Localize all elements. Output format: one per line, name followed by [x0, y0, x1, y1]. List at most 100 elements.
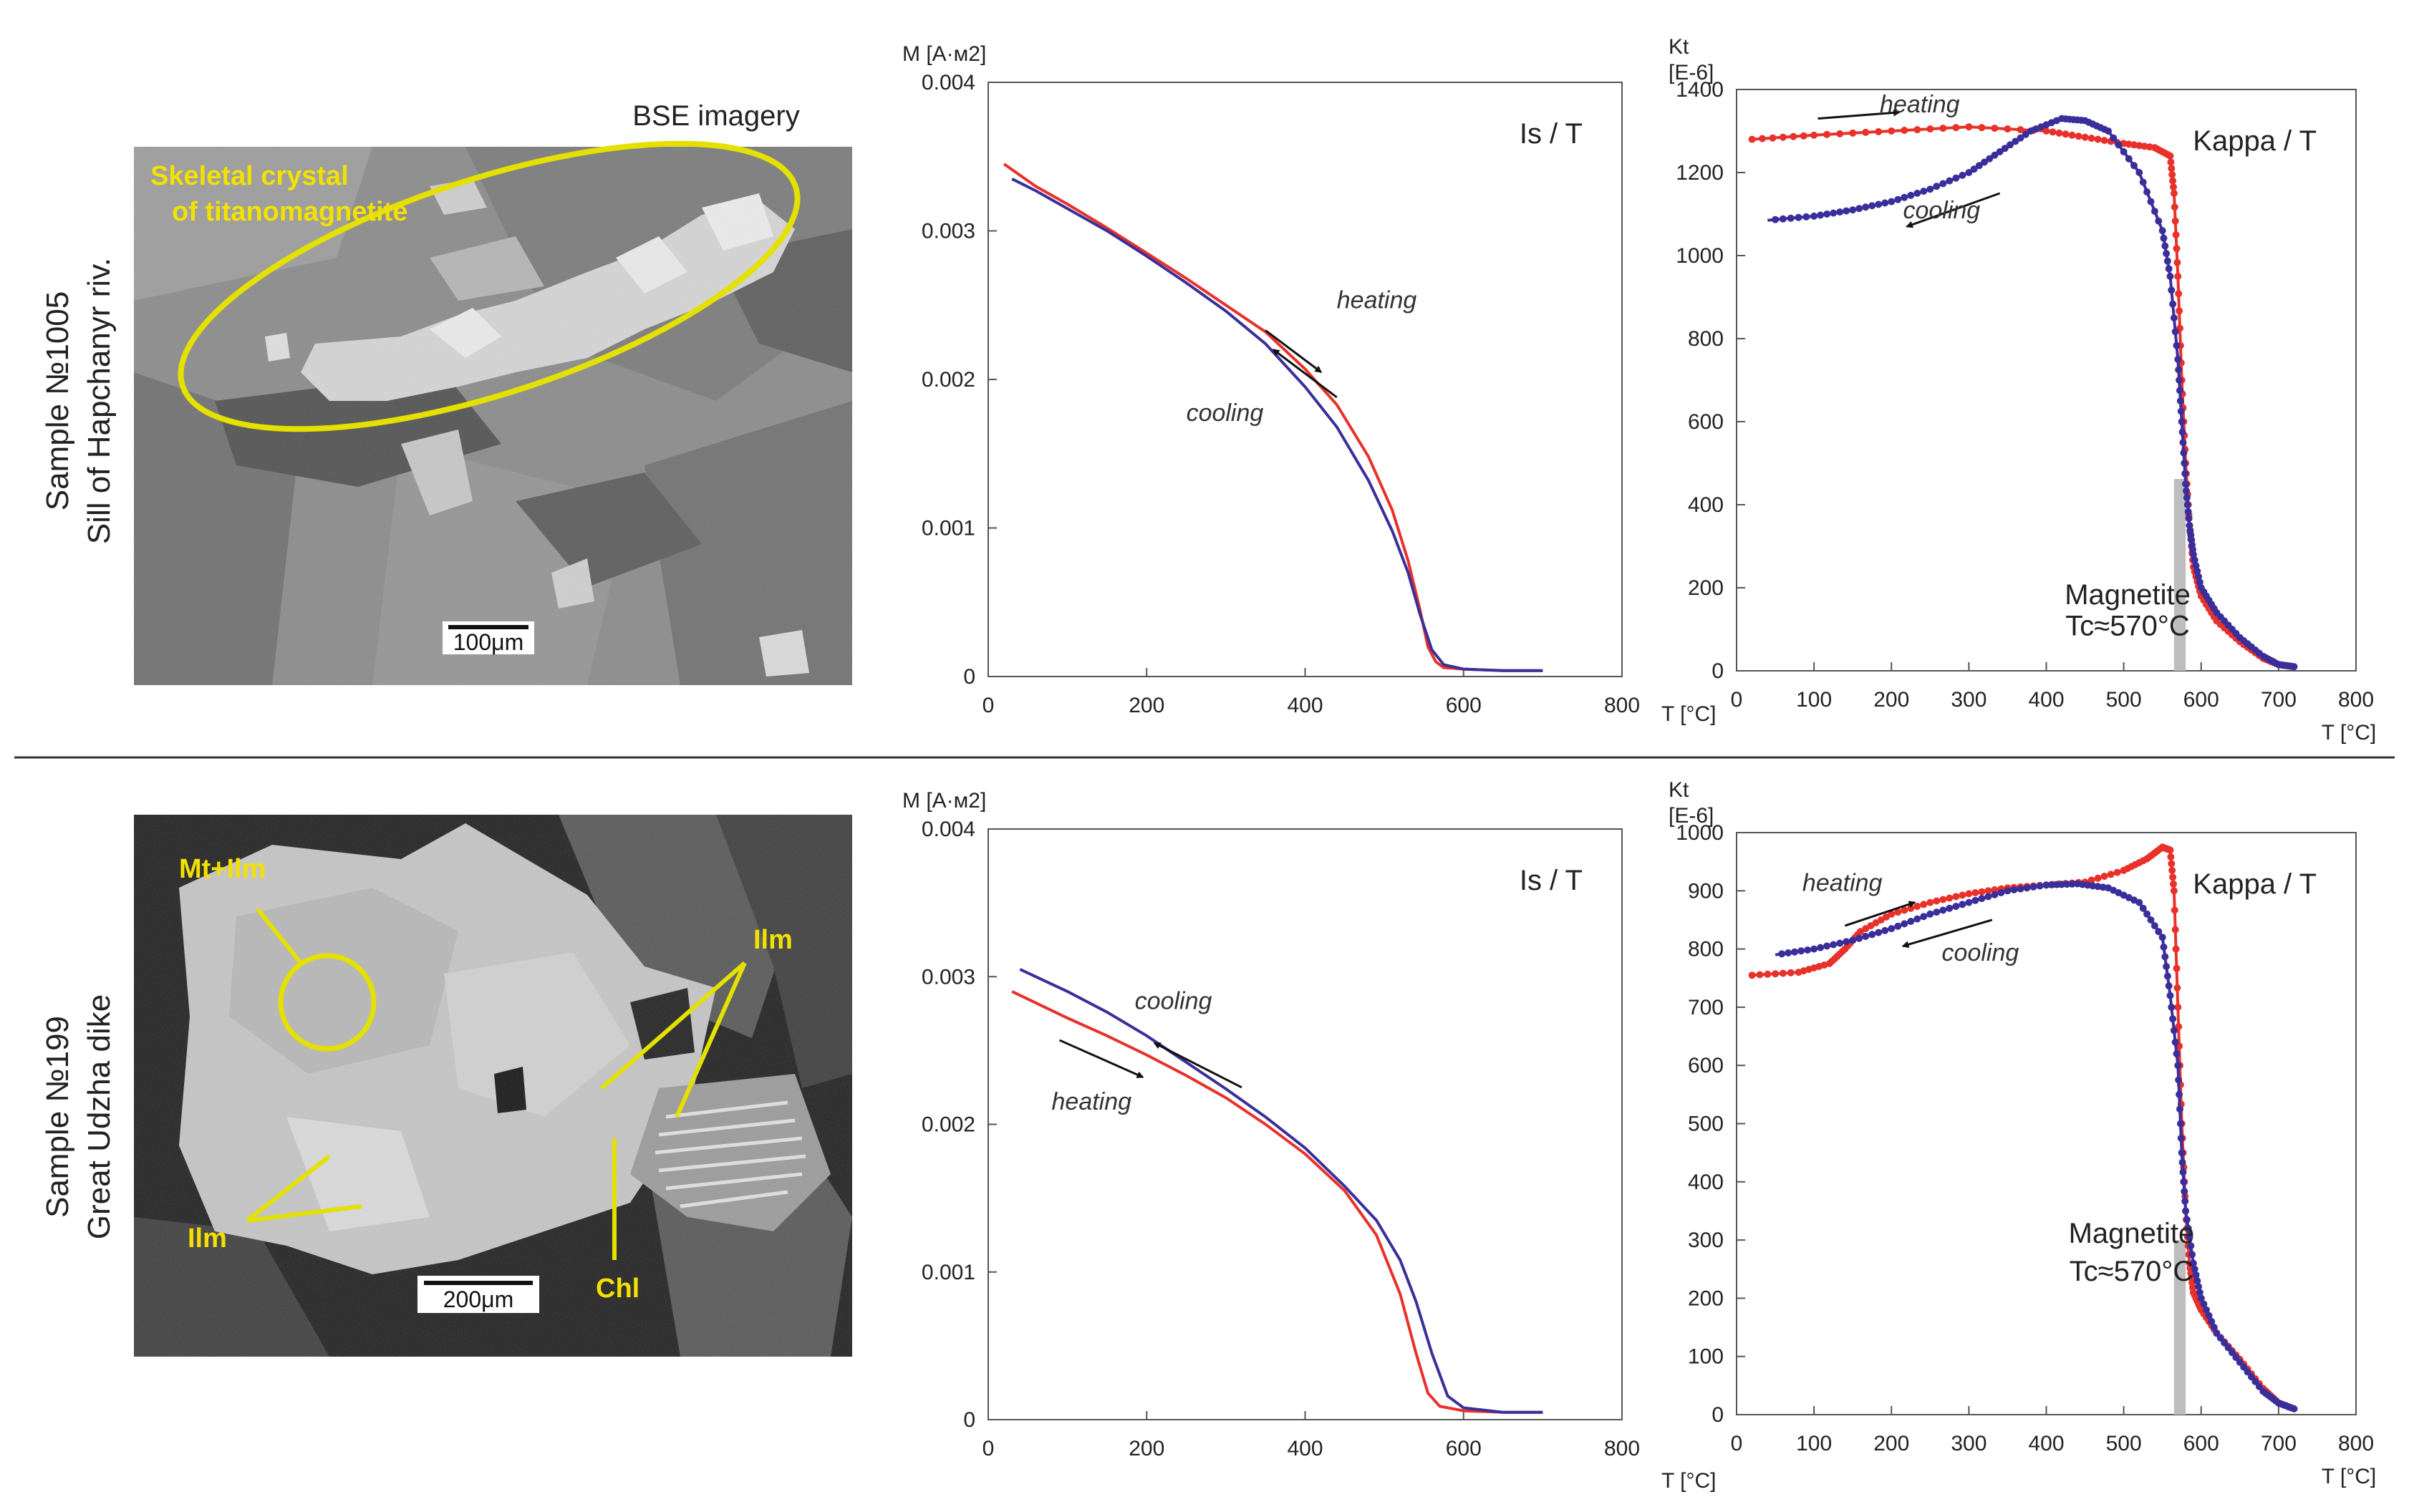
series-heating-point: [2173, 984, 2181, 992]
series-cooling-point: [2160, 943, 2168, 951]
series-cooling-point: [1823, 210, 1831, 218]
series-cooling-point: [2161, 242, 2169, 250]
curie-temperature-bar: [2173, 1240, 2186, 1415]
series-heating-point: [2004, 125, 2012, 133]
series-heating-point: [2075, 132, 2082, 140]
series-cooling-point: [2052, 881, 2060, 888]
series-cooling-point: [1881, 926, 1889, 934]
series-cooling-point: [1913, 190, 1921, 197]
series-cooling-point: [2161, 953, 2169, 961]
series-cooling-point: [2216, 1334, 2224, 1342]
series-cooling-point: [2192, 1271, 2200, 1279]
series-heating-point: [2170, 190, 2178, 197]
y-axis-label-line1: Kt: [1669, 35, 1689, 59]
series-cooling-point: [2169, 1015, 2177, 1023]
series-cooling-point: [2027, 127, 2034, 135]
series-heating-point: [1888, 127, 1896, 135]
series-heating-point: [2172, 231, 2180, 238]
series-cooling-point: [2166, 273, 2174, 280]
series-cooling-point: [2176, 1120, 2184, 1128]
series-heating-point: [1764, 970, 1772, 978]
series-cooling-point: [2183, 501, 2191, 508]
series-cooling-point: [2175, 366, 2183, 374]
series-heating-point: [1978, 888, 1986, 896]
series-heating-point: [2130, 141, 2138, 149]
series-cooling-point: [2183, 1216, 2191, 1223]
series-cooling-point: [1970, 165, 1978, 173]
series-cooling-point: [2183, 487, 2190, 495]
chart-kappa-t-sample199: 0 100 200 300 400 500 600 700 800 0 100 200 300 400 50…: [1669, 778, 2376, 1488]
series-cooling-point: [2125, 155, 2133, 163]
series-cooling-point: [1868, 931, 1876, 939]
bse1-label-line1: Skeletal crystal: [150, 161, 349, 191]
series-heating-point: [1875, 128, 1883, 135]
series-cooling-point: [1797, 947, 1805, 955]
series-cooling-point: [2186, 1234, 2193, 1241]
series-cooling-point: [2007, 141, 2014, 149]
series-heating-point: [1849, 129, 1857, 137]
y-tick-label: 0.004: [922, 71, 975, 94]
series-heating-point: [2166, 152, 2174, 160]
series-cooling-point: [2181, 1197, 2189, 1205]
x-tick-label: 0: [1731, 688, 1743, 712]
series-heating-point: [2172, 945, 2180, 953]
series-heating-point: [1965, 890, 1973, 898]
series-cooling-point: [1855, 205, 1863, 213]
bse2-scalebar: 200μm: [417, 1276, 539, 1313]
y-tick-label: 100: [1688, 1345, 1724, 1369]
series-cooling-point: [2229, 1349, 2236, 1357]
series-heating-point: [1920, 901, 1928, 908]
series-cooling-point: [1946, 904, 1954, 912]
bse1-label-line2: of titanomagnetite: [172, 197, 407, 227]
y-tick-label: 0.001: [922, 1261, 975, 1284]
x-tick-label: 400: [1287, 694, 1323, 717]
series-cooling-point: [1971, 896, 1979, 904]
series-heating-point: [2094, 135, 2102, 143]
y-tick-label: 0.003: [922, 965, 975, 989]
series-cooling-point: [2176, 1090, 2183, 1098]
x-tick-label: 400: [2028, 1432, 2064, 1455]
series-cooling-point: [2259, 1387, 2267, 1395]
direction-arrow: [1058, 1039, 1144, 1078]
series-cooling-point: [2166, 992, 2174, 999]
x-tick-label: 600: [1446, 1437, 1482, 1460]
series-cooling-point: [2189, 1259, 2197, 1267]
series-cooling-point: [1888, 925, 1896, 933]
chart-title: Kappa / T: [2193, 868, 2317, 900]
chart-kappa-t-sample1005: 0 100 200 300 400 500 600 700 800 0 200 400 600 800 10…: [1669, 35, 2376, 745]
annotation: heating: [1802, 869, 1883, 896]
series-heating-point: [1939, 896, 1947, 903]
annotation: Magnetite: [2065, 579, 2191, 611]
series-cooling-point: [2135, 169, 2143, 176]
series-heating-point: [1946, 894, 1954, 902]
series-cooling-point: [1997, 889, 2005, 896]
series-cooling-point: [2197, 1294, 2205, 1302]
series-cooling-point: [2178, 1149, 2186, 1157]
series-cooling-point: [2251, 1377, 2259, 1385]
series-cooling-point: [2147, 198, 2155, 205]
series-cooling-point: [1894, 922, 1902, 930]
series-cooling-point: [2176, 377, 2183, 384]
series-cooling-point: [2178, 418, 2186, 425]
series-cooling-point: [1901, 920, 1908, 928]
series-cooling-point: [2168, 286, 2176, 294]
series-cooling-point: [2178, 428, 2186, 436]
direction-arrow: [1272, 349, 1338, 399]
series-cooling-point: [1986, 155, 1994, 163]
chart-title: Is / T: [1520, 118, 1583, 150]
x-tick-label: 500: [2106, 688, 2142, 712]
y-tick-label: 1200: [1676, 161, 1724, 185]
series-cooling-point: [2004, 887, 2012, 895]
annotation: heating: [1880, 91, 1960, 118]
series-cooling-point: [2147, 916, 2155, 924]
series-cooling-point: [1836, 939, 1844, 947]
series-cooling-point: [2068, 880, 2076, 888]
series-cooling-point: [1855, 934, 1863, 942]
direction-arrow: [1844, 901, 1916, 927]
series-cooling-point: [2017, 885, 2024, 893]
direction-arrow: [1265, 329, 1323, 373]
series-cooling-point: [1920, 188, 1928, 195]
series-heating-point: [2100, 873, 2108, 880]
x-tick-label: 300: [1951, 1432, 1986, 1455]
x-axis-label: T [°C]: [2322, 721, 2376, 745]
